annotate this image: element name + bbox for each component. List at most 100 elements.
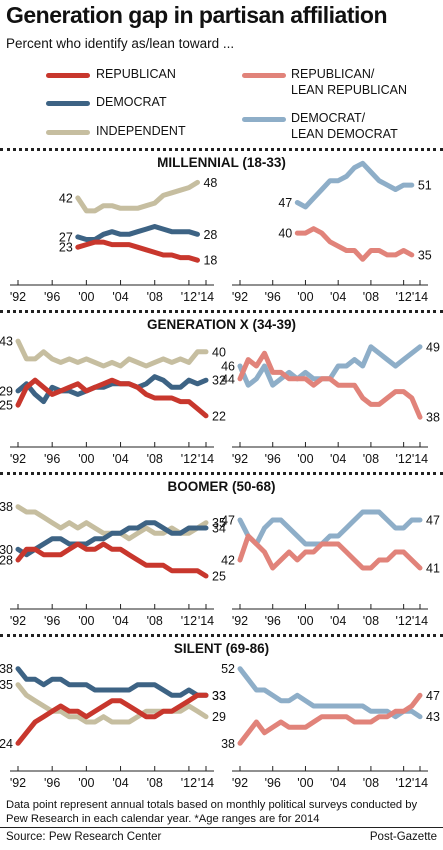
series-start-label: 46 bbox=[221, 360, 235, 374]
series-start-label: 47 bbox=[278, 196, 292, 210]
x-tick-label: '14 bbox=[198, 776, 214, 790]
series-end-label: 25 bbox=[212, 570, 226, 584]
x-tick-label: '00 bbox=[78, 290, 94, 304]
series-start-label: 23 bbox=[59, 241, 73, 255]
series-end-label: 29 bbox=[212, 710, 226, 724]
series-end-label: 33 bbox=[212, 689, 226, 703]
x-tick-label: '04 bbox=[112, 614, 128, 628]
x-tick-label: '12 bbox=[181, 290, 197, 304]
generation-title-boomer: BOOMER (50-68) bbox=[167, 479, 276, 494]
x-tick-label: '96 bbox=[44, 290, 60, 304]
series-end-label: 40 bbox=[212, 345, 226, 359]
series-line-independent bbox=[75, 179, 200, 214]
x-tick-label: '92 bbox=[232, 452, 248, 466]
series-start-label: 40 bbox=[278, 227, 292, 241]
series-line-republican-lean-republican bbox=[237, 533, 423, 571]
legend-swatch-republican bbox=[46, 73, 90, 78]
legend-label-lean-democrat-2: LEAN DEMOCRAT bbox=[291, 127, 398, 141]
series-line-democrat-lean-democrat bbox=[237, 509, 423, 547]
chart-genx-lean: '92 '96 '00 '04 '08 '12'14 46 49 44 38 bbox=[221, 340, 440, 466]
series-end-label: 34 bbox=[212, 522, 226, 536]
series-end-label: 51 bbox=[418, 179, 432, 193]
page-subtitle: Percent who identify as/lean toward ... bbox=[6, 36, 235, 51]
chart-millennial-lean: '92 '96 '00 '04 '08 '12'14 47 51 40 35 bbox=[232, 160, 432, 304]
legend-swatch-independent bbox=[46, 130, 90, 135]
series-start-label: 42 bbox=[221, 554, 235, 568]
series-end-label: 35 bbox=[212, 516, 226, 530]
series-line-democrat bbox=[15, 666, 209, 698]
series-start-label: 24 bbox=[0, 737, 13, 751]
series-start-label: 30 bbox=[0, 543, 13, 557]
legend-swatch-lean-democrat bbox=[242, 117, 286, 122]
x-tick-label: '92 bbox=[10, 614, 26, 628]
x-tick-label: '08 bbox=[363, 614, 379, 628]
x-tick-label: '92 bbox=[10, 452, 26, 466]
x-tick-label: '96 bbox=[265, 776, 281, 790]
series-line-democrat-lean-democrat bbox=[294, 160, 415, 210]
x-tick-label: '00 bbox=[297, 614, 313, 628]
series-line-republican bbox=[15, 692, 209, 746]
x-tick-label: '08 bbox=[363, 452, 379, 466]
x-tick-label: '04 bbox=[112, 776, 128, 790]
series-line-democrat-lean-democrat bbox=[237, 666, 423, 720]
series-line-republican bbox=[15, 377, 209, 419]
x-tick-label: '12 bbox=[395, 290, 411, 304]
x-tick-label: '00 bbox=[297, 452, 313, 466]
legend-swatch-lean-republican bbox=[242, 73, 286, 78]
legend-label-republican: REPUBLICAN bbox=[96, 67, 176, 81]
x-tick-label: '14 bbox=[198, 452, 214, 466]
series-line-republican bbox=[15, 541, 209, 579]
x-tick-label: '14 bbox=[412, 452, 428, 466]
x-tick-label: '08 bbox=[147, 290, 163, 304]
source-credit: Source: Pew Research Center bbox=[6, 831, 162, 843]
chart-boomer-lean: '92 '96 '00 '04 '08 '12'14 47 47 42 41 bbox=[221, 509, 440, 628]
x-tick-label: '92 bbox=[232, 614, 248, 628]
series-start-label: 42 bbox=[59, 191, 73, 205]
series-line-republican-lean-republican bbox=[237, 350, 423, 420]
divider bbox=[0, 310, 443, 313]
x-tick-label: '96 bbox=[265, 614, 281, 628]
series-end-label: 47 bbox=[426, 514, 440, 528]
x-tick-label: '04 bbox=[112, 290, 128, 304]
series-start-label: 29 bbox=[0, 384, 13, 398]
series-line-republican-lean-republican bbox=[237, 692, 423, 746]
x-tick-label: '04 bbox=[330, 290, 346, 304]
series-end-label: 18 bbox=[203, 254, 217, 268]
x-tick-label: '04 bbox=[330, 614, 346, 628]
x-tick-label: '92 bbox=[10, 290, 26, 304]
x-tick-label: '04 bbox=[330, 776, 346, 790]
series-start-label: 44 bbox=[221, 372, 235, 386]
x-tick-label: '00 bbox=[78, 452, 94, 466]
x-tick-label: '14 bbox=[198, 290, 214, 304]
series-end-label: 32 bbox=[212, 374, 226, 388]
legend-label-lean-republican-2: LEAN REPUBLICAN bbox=[291, 83, 408, 97]
series-end-label: 33 bbox=[212, 689, 226, 703]
legend-label-lean-republican-1: REPUBLICAN/ bbox=[291, 67, 375, 81]
x-tick-label: '12 bbox=[181, 614, 197, 628]
x-tick-label: '08 bbox=[147, 614, 163, 628]
x-tick-label: '04 bbox=[112, 452, 128, 466]
legend-label-independent: INDEPENDENT bbox=[96, 124, 186, 138]
series-start-label: 27 bbox=[59, 230, 73, 244]
x-tick-label: '00 bbox=[78, 776, 94, 790]
x-tick-label: '12 bbox=[181, 776, 197, 790]
chart-millennial-party: '92 '96 '00 '04 '08 '12'14 42 48 27 28 23 18 bbox=[10, 176, 218, 304]
x-tick-label: '14 bbox=[412, 290, 428, 304]
series-end-label: 28 bbox=[203, 228, 217, 242]
divider bbox=[0, 472, 443, 475]
series-end-label: 49 bbox=[426, 340, 440, 354]
series-line-democrat bbox=[75, 224, 200, 242]
x-tick-label: '92 bbox=[10, 776, 26, 790]
series-start-label: 38 bbox=[0, 662, 13, 676]
generation-title-silent: SILENT (69-86) bbox=[173, 641, 270, 656]
x-tick-label: '96 bbox=[44, 452, 60, 466]
page-title: Generation gap in partisan affiliation bbox=[6, 2, 388, 28]
series-end-label: 38 bbox=[426, 411, 440, 425]
series-end-label: 47 bbox=[426, 689, 440, 703]
divider bbox=[0, 634, 443, 637]
series-line-republican bbox=[75, 239, 200, 263]
x-tick-label: '00 bbox=[297, 290, 313, 304]
footnote: Data point represent annual totals based… bbox=[6, 799, 418, 825]
chart-silent-lean: '92 '96 '00 '04 '08 '12'14 52 43 38 47 bbox=[221, 662, 440, 790]
x-tick-label: '08 bbox=[147, 452, 163, 466]
